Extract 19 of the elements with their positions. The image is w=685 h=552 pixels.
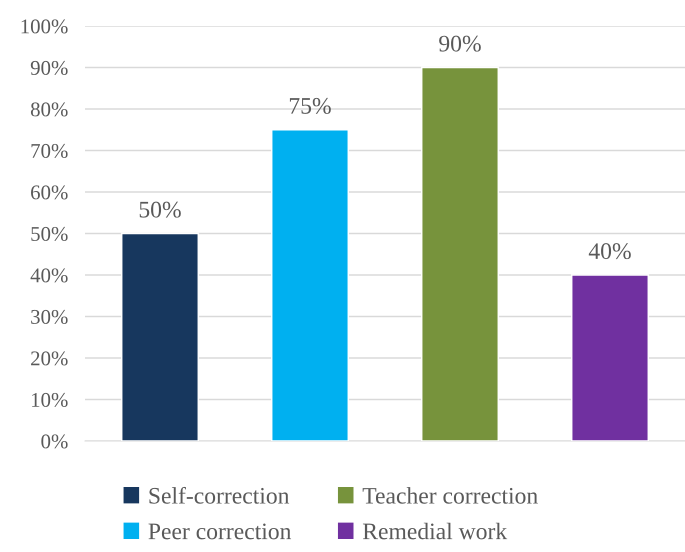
legend-label: Remedial work	[362, 522, 508, 540]
y-tick-label: 70%	[32, 144, 68, 158]
y-tick-label: 30%	[31, 310, 68, 324]
y-tick-label: 0%	[41, 434, 68, 448]
y-tick-label: 60%	[31, 185, 68, 200]
legend-label: Self-correction	[149, 486, 290, 504]
data-label: 40%	[588, 243, 631, 260]
y-tick-label: 20%	[31, 351, 68, 366]
data-label: 90%	[439, 36, 481, 52]
y-tick-label: 40%	[30, 268, 68, 282]
legend-label: Peer correction	[148, 523, 292, 540]
data-label: 75%	[290, 98, 331, 114]
y-tick-label: 80%	[30, 102, 68, 116]
y-tick-label: 90%	[30, 60, 68, 75]
y-tick-label: 50%	[31, 226, 68, 241]
data-label: 50%	[140, 202, 181, 218]
y-tick-label: 100%	[22, 19, 68, 34]
y-tick-label: 10%	[32, 392, 68, 407]
legend-label: Teacher correction	[362, 487, 538, 504]
